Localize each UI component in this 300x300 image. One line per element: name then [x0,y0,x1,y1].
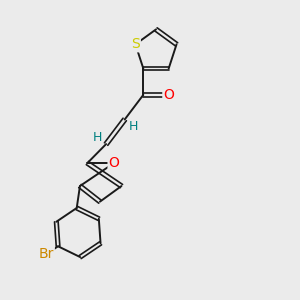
Text: O: O [164,88,174,102]
Text: Br: Br [38,247,54,261]
Text: H: H [92,131,102,144]
Text: H: H [129,120,139,133]
Text: O: O [109,156,119,170]
Text: S: S [131,37,140,51]
